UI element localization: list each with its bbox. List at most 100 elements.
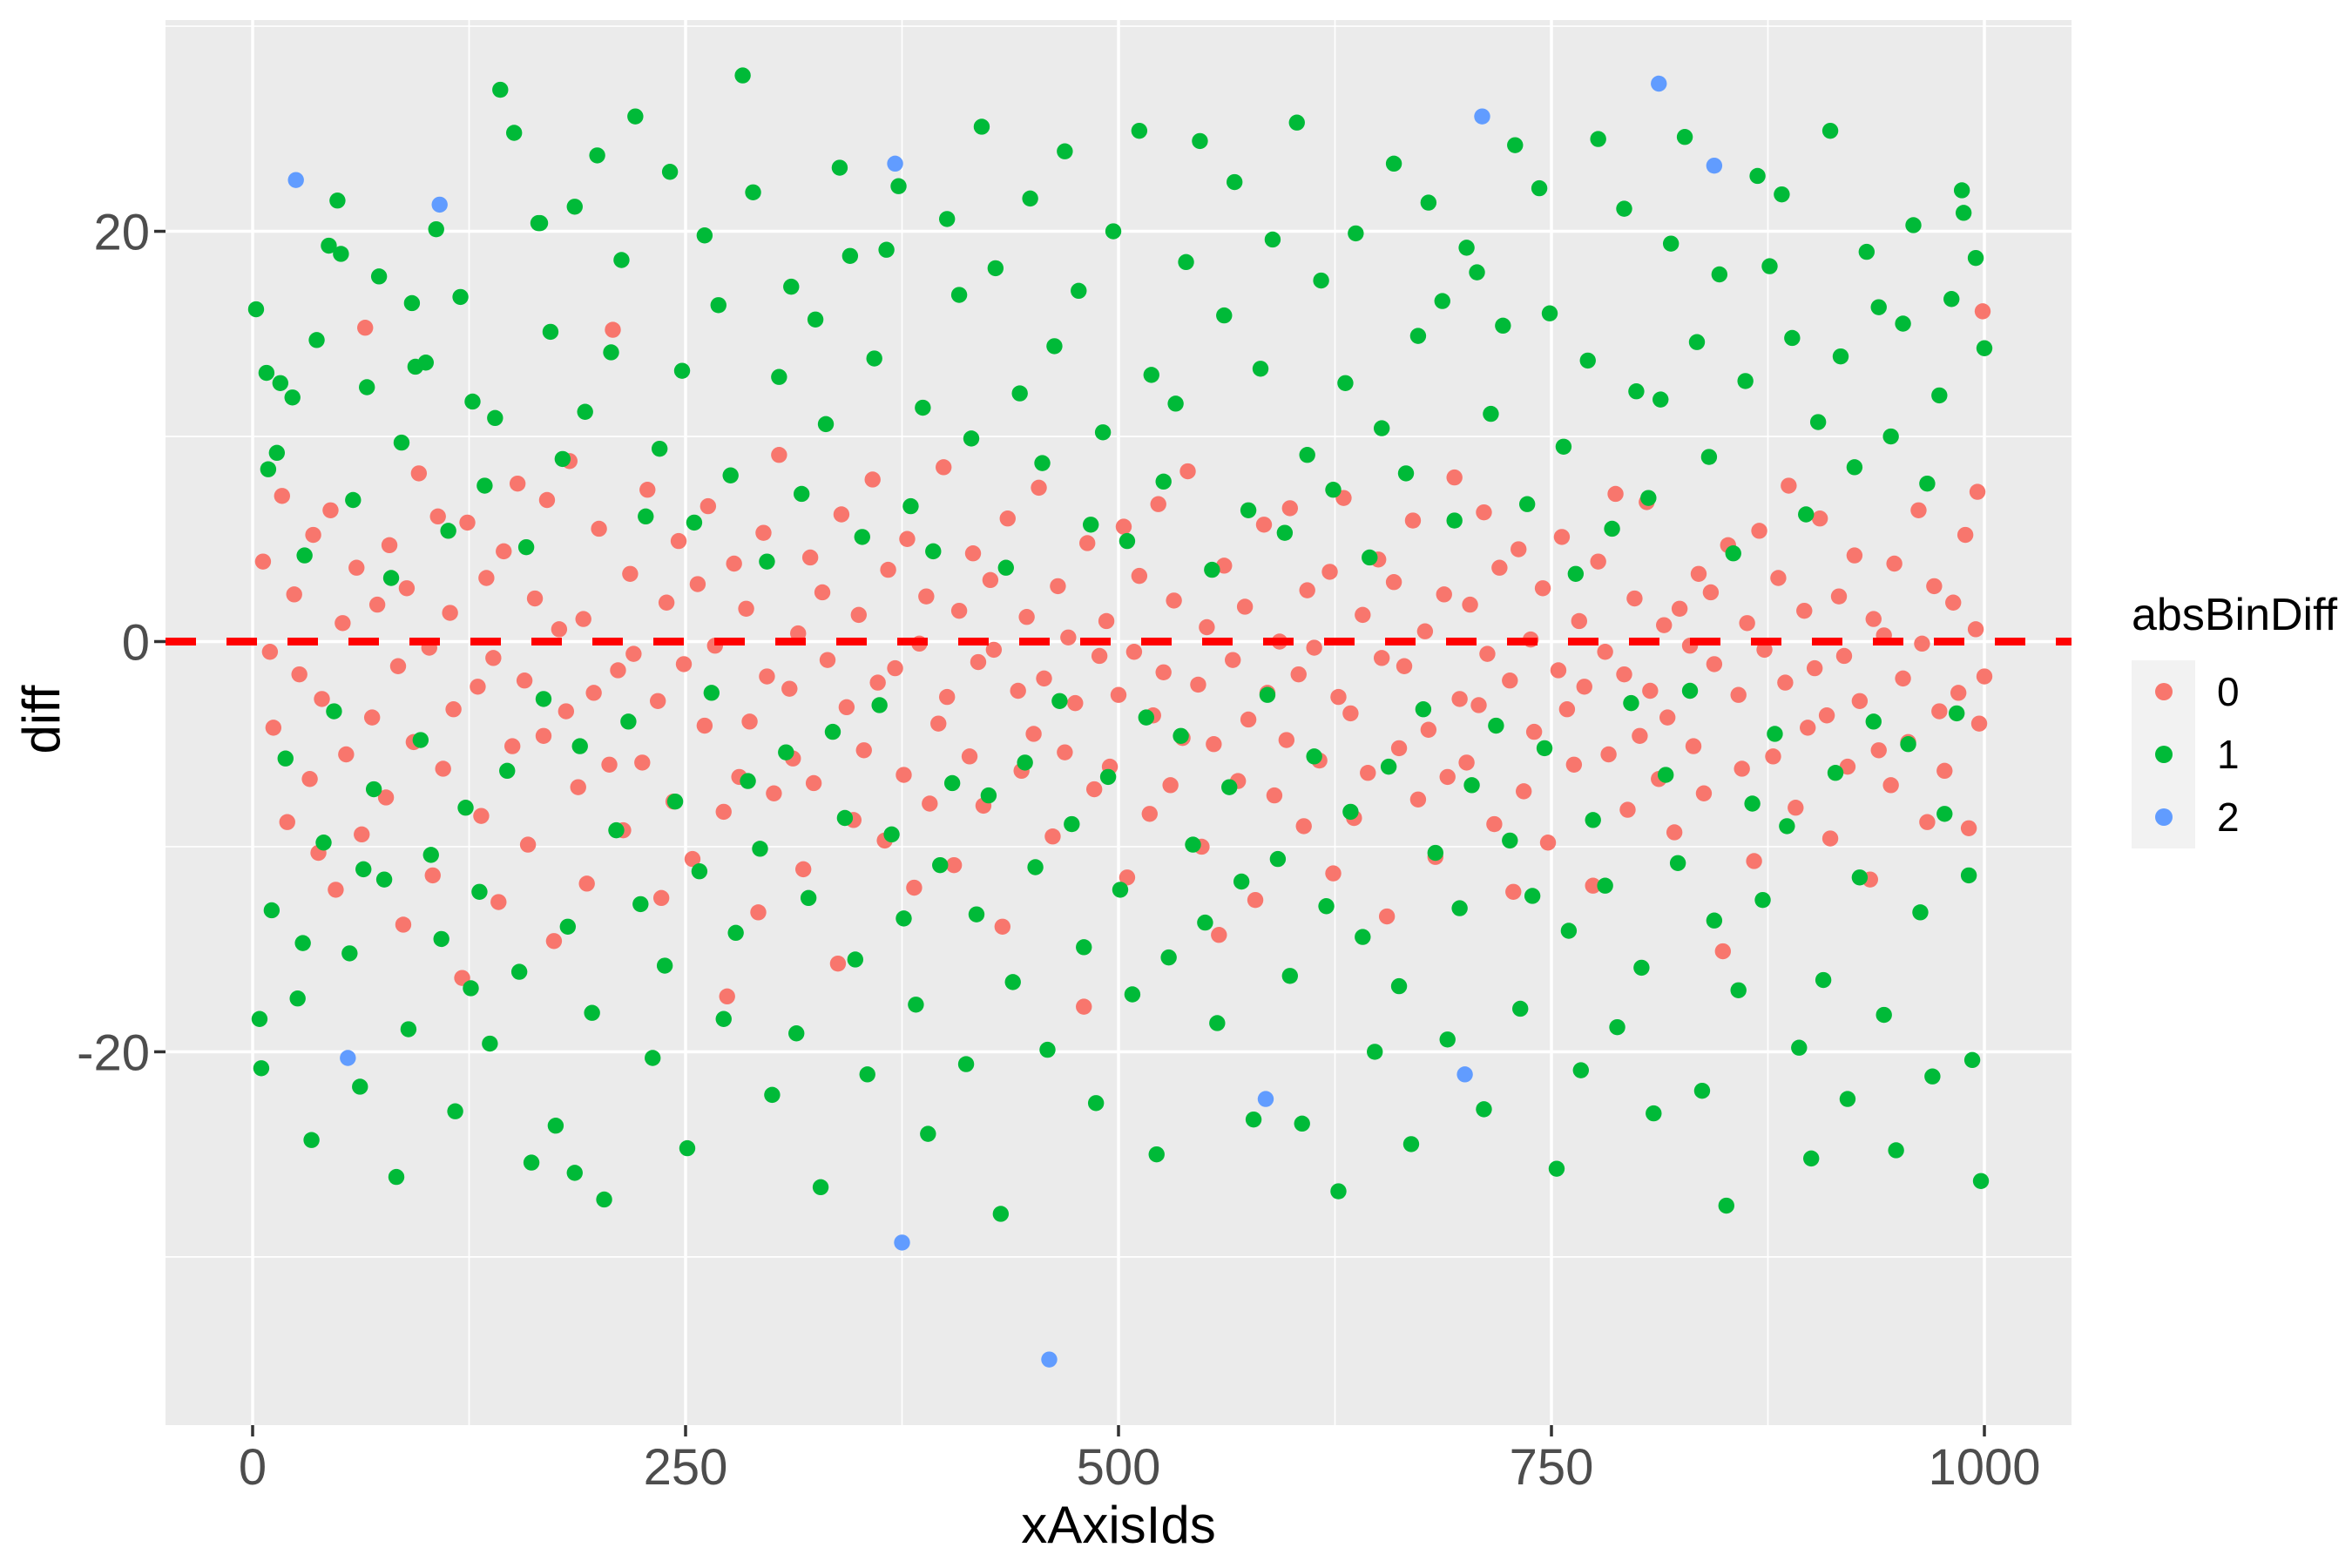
data-point	[722, 467, 739, 483]
data-point	[750, 904, 767, 921]
y-tick-label: 20	[93, 205, 150, 261]
data-point	[1209, 1015, 1226, 1031]
data-point	[1420, 194, 1437, 211]
data-point	[1571, 612, 1588, 630]
data-point	[982, 571, 999, 589]
data-point	[1955, 205, 1972, 221]
data-point	[1199, 618, 1215, 636]
data-point	[1835, 647, 1853, 665]
data-point	[263, 902, 280, 919]
data-point	[970, 653, 987, 671]
data-point	[1914, 635, 1930, 652]
data-point	[523, 1154, 540, 1171]
data-point	[303, 1132, 320, 1148]
data-point	[864, 471, 881, 488]
data-point	[398, 580, 416, 597]
data-point	[894, 1234, 910, 1251]
data-point	[1963, 1051, 1981, 1069]
data-point	[1458, 240, 1475, 256]
data-point	[805, 774, 822, 792]
data-point	[1832, 348, 1849, 365]
data-point	[1299, 582, 1315, 598]
data-point	[1204, 561, 1220, 578]
data-point	[422, 847, 439, 863]
data-point	[577, 403, 593, 420]
data-point	[1972, 1173, 1990, 1189]
data-point	[1950, 685, 1967, 701]
data-point	[1688, 334, 1706, 350]
data-point	[1476, 504, 1492, 521]
data-point	[1064, 815, 1080, 833]
data-point	[1539, 835, 1557, 851]
data-point	[1098, 612, 1115, 630]
data-point	[807, 311, 824, 328]
x-tick-label: 750	[1510, 1439, 1594, 1496]
data-point	[1112, 882, 1129, 898]
data-point	[1115, 518, 1132, 535]
data-point	[841, 247, 859, 264]
data-point	[247, 301, 265, 318]
data-point	[1479, 645, 1496, 662]
data-point	[686, 514, 703, 531]
data-point	[766, 785, 782, 801]
legend-key	[2132, 786, 2195, 848]
data-point	[547, 1118, 564, 1134]
data-point	[1085, 781, 1103, 798]
data-point	[1590, 131, 1606, 147]
data-point	[1900, 736, 1916, 753]
data-point	[440, 523, 456, 539]
data-point	[1756, 641, 1773, 659]
data-point	[887, 659, 903, 677]
data-point	[1018, 609, 1035, 625]
data-point	[279, 814, 295, 830]
data-point	[509, 475, 526, 492]
data-point	[696, 227, 713, 244]
data-point	[1290, 666, 1307, 683]
data-point	[1420, 721, 1437, 738]
data-point	[1505, 883, 1522, 900]
data-point	[1784, 329, 1801, 347]
data-point	[1125, 644, 1143, 660]
data-point	[961, 748, 978, 765]
data-point	[482, 1035, 498, 1052]
data-point	[519, 836, 537, 853]
data-point	[790, 625, 807, 642]
data-point	[1702, 584, 1720, 601]
data-point	[1051, 693, 1068, 709]
data-point	[1548, 1160, 1565, 1177]
data-point	[447, 1103, 463, 1119]
data-point	[814, 584, 831, 601]
data-point	[745, 184, 761, 200]
data-point	[1488, 717, 1504, 734]
data-point	[850, 606, 867, 624]
data-point	[258, 364, 275, 382]
data-point	[1091, 647, 1108, 665]
data-point	[1746, 853, 1762, 869]
data-point	[1439, 1031, 1456, 1048]
data-point	[1628, 383, 1645, 400]
data-point	[755, 524, 772, 541]
data-point	[1895, 670, 1911, 687]
data-point	[661, 164, 679, 180]
data-point	[578, 875, 595, 892]
data-point	[452, 288, 469, 306]
data-point	[1483, 405, 1499, 422]
data-point	[1656, 617, 1673, 633]
data-point	[566, 199, 583, 215]
data-point	[596, 1191, 612, 1208]
data-point	[1730, 686, 1747, 703]
data-point	[1373, 650, 1390, 666]
data-point	[1299, 447, 1315, 463]
data-point	[1739, 615, 1755, 632]
data-point	[485, 650, 502, 666]
data-point	[1806, 659, 1823, 677]
data-point	[639, 482, 656, 498]
data-point	[1355, 929, 1371, 945]
data-point	[936, 459, 952, 476]
data-point	[1886, 555, 1903, 572]
data-point	[1919, 475, 1936, 492]
data-point	[1737, 373, 1754, 389]
data-point	[645, 1050, 661, 1066]
data-point	[1124, 986, 1141, 1003]
